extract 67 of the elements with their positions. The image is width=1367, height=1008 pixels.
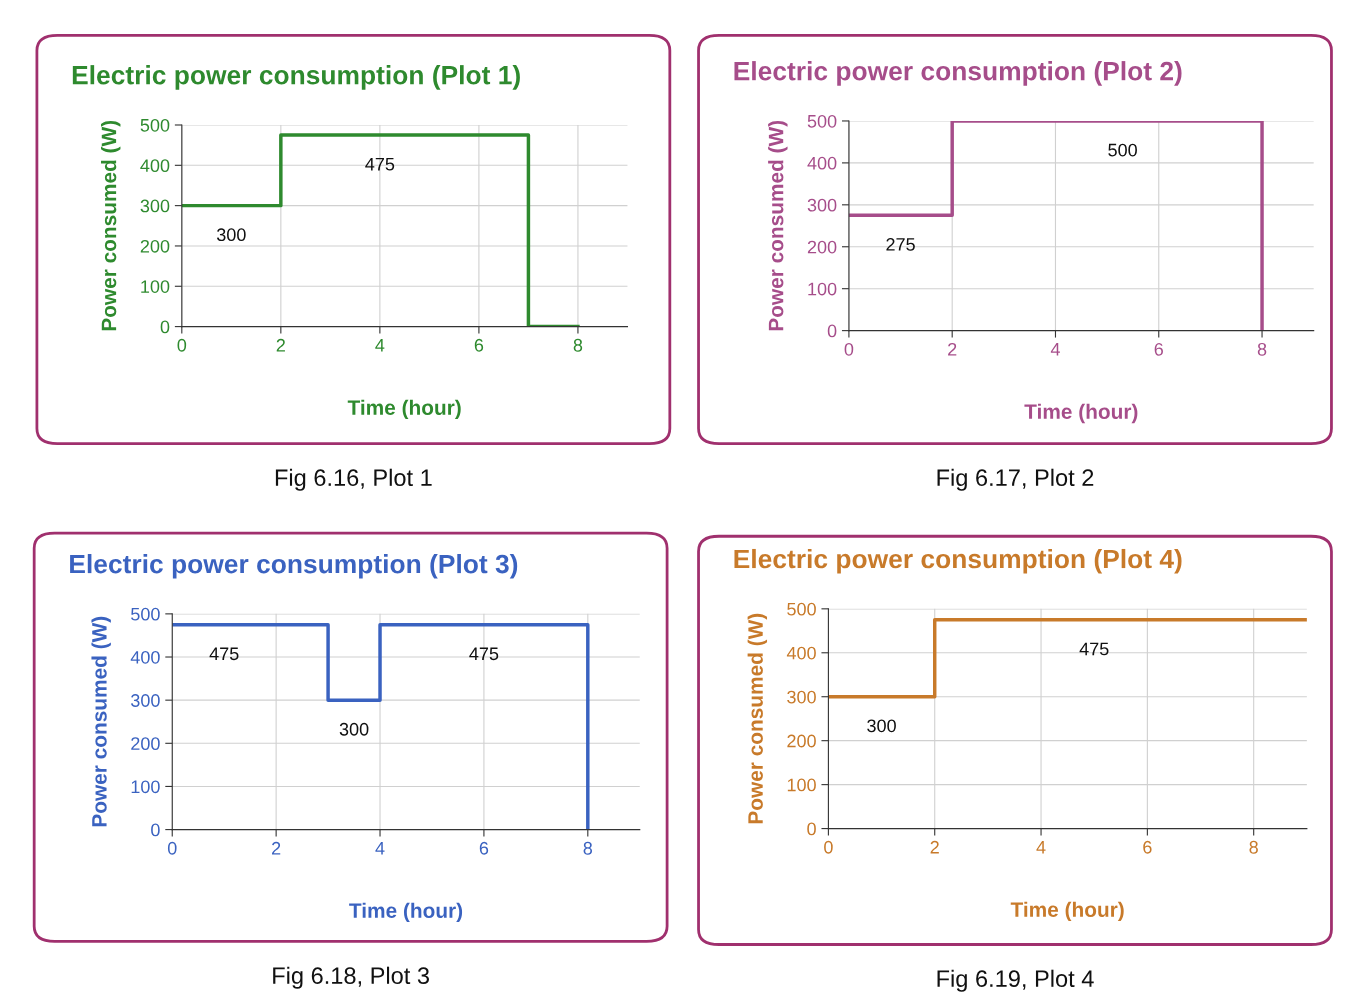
x-axis-title: Time (hour) (347, 399, 461, 420)
y-tick-label: 300 (807, 198, 837, 212)
caption: Fig 6.16, Plot 1 (275, 468, 432, 491)
y-tick-label: 300 (131, 694, 160, 707)
chart-title: Electric power consumption (Plot 2) (734, 61, 1182, 86)
chart-title: Electric power consumption (Plot 3) (70, 553, 518, 579)
x-tick-label: 8 (573, 338, 583, 352)
annotation: 500 (1108, 143, 1137, 157)
y-tick-label: 0 (827, 324, 837, 338)
annotation: 475 (365, 157, 395, 171)
x-tick-label: 2 (948, 342, 957, 356)
caption: Fig 6.18, Plot 3 (273, 966, 430, 989)
y-tick-label: 400 (807, 156, 837, 170)
y-tick-label: 500 (140, 118, 170, 132)
y-tick-label: 100 (787, 778, 816, 792)
x-tick-label: 2 (930, 840, 939, 854)
y-tick-label: 200 (140, 239, 170, 253)
y-axis-title: Power consumed (W) (101, 120, 121, 331)
annotation: 300 (216, 228, 246, 242)
y-axis-title: Power consumed (W) (91, 616, 111, 827)
y-tick-label: 500 (787, 602, 816, 616)
x-tick-label: 6 (474, 338, 484, 352)
x-tick-label: 8 (1249, 840, 1258, 854)
annotation: 475 (469, 647, 499, 661)
y-tick-label: 300 (140, 199, 170, 213)
x-tick-label: 8 (1257, 342, 1267, 356)
annotation: 475 (1079, 642, 1109, 656)
y-tick-label: 200 (131, 737, 160, 751)
y-tick-label: 200 (787, 734, 816, 748)
x-tick-label: 4 (375, 842, 385, 855)
x-tick-label: 8 (583, 841, 593, 855)
y-tick-label: 0 (160, 320, 170, 334)
x-axis-title: Time (hour) (1010, 901, 1124, 922)
chart-title: Electric power consumption (Plot 1) (72, 65, 520, 90)
x-tick-label: 6 (1154, 342, 1163, 356)
annotation: 275 (886, 238, 915, 251)
x-tick-label: 0 (177, 338, 187, 352)
annotation: 475 (209, 647, 239, 661)
y-tick-label: 400 (140, 159, 170, 173)
y-tick-label: 100 (131, 780, 160, 794)
y-tick-label: 100 (808, 282, 837, 296)
y-axis-title: Power consumed (W) (747, 613, 768, 824)
y-tick-label: 500 (131, 607, 160, 621)
y-tick-label: 300 (787, 690, 816, 704)
x-tick-label: 4 (1036, 841, 1046, 854)
caption: Fig 6.17, Plot 2 (937, 468, 1094, 491)
x-tick-label: 0 (844, 342, 854, 356)
x-tick-label: 6 (1143, 840, 1152, 854)
y-tick-label: 400 (130, 650, 160, 664)
x-tick-label: 4 (1050, 343, 1060, 356)
y-tick-label: 400 (786, 646, 816, 660)
x-axis-title: Time (hour) (349, 902, 463, 923)
x-tick-label: 2 (272, 841, 281, 855)
caption: Fig 6.19, Plot 4 (937, 969, 1094, 992)
y-axis-title: Power consumed (W) (768, 120, 788, 331)
chart-title: Electric power consumption (Plot 4) (734, 548, 1182, 574)
annotation: 300 (339, 722, 369, 736)
y-tick-label: 0 (151, 823, 160, 837)
x-axis-title: Time (hour) (1024, 403, 1138, 424)
x-tick-label: 6 (479, 841, 489, 855)
y-tick-label: 500 (807, 114, 837, 128)
y-tick-label: 0 (807, 822, 816, 836)
y-tick-label: 100 (141, 280, 170, 293)
x-tick-label: 2 (276, 338, 285, 352)
annotation: 300 (867, 719, 896, 733)
y-tick-label: 200 (807, 240, 837, 254)
x-tick-label: 4 (375, 339, 385, 352)
